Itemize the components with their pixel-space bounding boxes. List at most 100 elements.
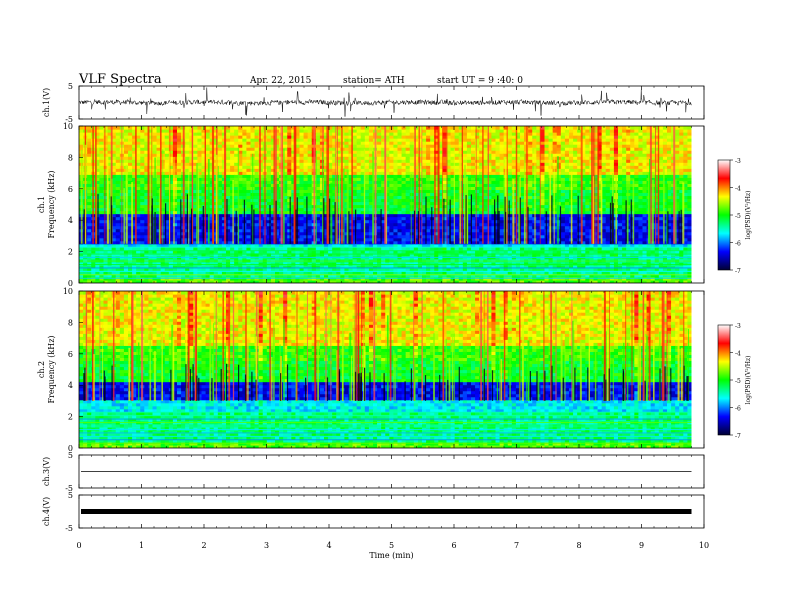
- ch1-spec-cell: [336, 234, 341, 239]
- ch1-spec-cell: [319, 132, 325, 136]
- ch1-spec-cell: [438, 156, 444, 160]
- ch1-spec-cell: [258, 177, 264, 181]
- ch1-spec-cell: [266, 183, 272, 187]
- ch1-spec-cell: [234, 252, 239, 257]
- ch1-spec-cell: [385, 249, 390, 254]
- ch1-spec-cell: [283, 213, 288, 218]
- ch1-spec-cell: [336, 165, 341, 169]
- ch1-spec-cell: [389, 219, 395, 224]
- ch1-spec-cell: [422, 231, 427, 236]
- ch1-spec-cell: [209, 252, 215, 257]
- ch1-spec-cell: [287, 132, 292, 136]
- ch1-spec-cell: [368, 261, 374, 266]
- ch1-spec-cell: [303, 162, 309, 166]
- ch1-spec-cell: [315, 126, 321, 130]
- ch1-spec-cell: [450, 246, 456, 251]
- ch1-spec-cell: [201, 171, 207, 175]
- ch1-spec-cell: [250, 249, 256, 254]
- ch1-spec-cell: [332, 273, 337, 278]
- ch1-spec-cell: [197, 135, 203, 139]
- ch1-spec-cell: [283, 195, 288, 200]
- ch1-spec-cell: [238, 219, 243, 224]
- ch1-spec-cell: [197, 273, 203, 278]
- ch1-spec-cell: [442, 210, 448, 215]
- ch1-spec-cell: [393, 144, 399, 148]
- ch1-spec-cell: [438, 228, 444, 233]
- ch1-spec-cell: [185, 141, 190, 145]
- ch1-spec-cell: [417, 150, 423, 154]
- ch1-spec-cell: [405, 138, 411, 142]
- ch1-spec-cell: [393, 129, 399, 133]
- ch1-spec-cell: [209, 276, 215, 281]
- ch1-spec-cell: [348, 231, 354, 236]
- ch1-spec-cell: [87, 264, 92, 269]
- ch1-spec-cell: [132, 147, 137, 151]
- ch1-spec-cell: [438, 264, 444, 269]
- ch1-spec-cell: [426, 276, 431, 281]
- ch1-spec-cell: [254, 186, 260, 190]
- ch1-spec-cell: [360, 273, 366, 278]
- ch1-spec-cell: [422, 219, 427, 224]
- ch1-spec-cell: [303, 228, 309, 233]
- ch1-spec-cell: [128, 135, 133, 139]
- ch1-spec-cell: [413, 189, 419, 194]
- ch1-spec-cell: [311, 243, 317, 248]
- ch1-spec-cell: [393, 201, 399, 206]
- ch1-spec-cell: [397, 237, 403, 242]
- ch1-spec-cell: [417, 138, 423, 142]
- ch1-spec-cell: [283, 150, 288, 154]
- ch1-spec-cell: [405, 153, 411, 157]
- ch1-spec-cell: [258, 153, 264, 157]
- ch1-spec-cell: [242, 153, 248, 157]
- ch1-spec-cell: [401, 213, 407, 218]
- ch1-spec-cell: [221, 264, 227, 269]
- ch1-spec-cell: [348, 273, 354, 278]
- ch1-spec-cell: [348, 126, 354, 130]
- ch1-spec-cell: [226, 201, 231, 206]
- ch1-spec-cell: [258, 129, 264, 133]
- ch1-spec-cell: [193, 240, 199, 245]
- ch1-spec-cell: [438, 246, 444, 251]
- ch1-spec-cell: [389, 231, 395, 236]
- ch1-spec-cell: [307, 228, 313, 233]
- ch1-spec-cell: [103, 261, 109, 266]
- ch1-spec-cell: [442, 126, 448, 130]
- ch1-spec-cell: [291, 129, 297, 133]
- ch1-spec-cell: [87, 186, 92, 190]
- ch1-spec-cell: [332, 129, 337, 133]
- ch1-spec-cell: [352, 138, 358, 142]
- ch1-spec-cell: [381, 270, 386, 275]
- ch1-spec-cell: [258, 207, 264, 212]
- ch1-spec-cell: [217, 150, 223, 154]
- ch1-spec-cell: [242, 159, 248, 163]
- ch1-spec-cell: [234, 204, 239, 209]
- ch1-spec-cell: [348, 150, 354, 154]
- ch1-spec-cell: [385, 150, 390, 154]
- ch1-spec-cell: [413, 186, 419, 190]
- ch1-spec-cell: [340, 279, 346, 283]
- ch1-spec-cell: [360, 237, 366, 242]
- ch1-spec-cell: [128, 228, 133, 233]
- ch1-spec-cell: [172, 243, 178, 248]
- ch1-spec-cell: [258, 237, 264, 242]
- ch1-spec-cell: [295, 192, 301, 197]
- ch1-spec-cell: [426, 144, 431, 148]
- ch1-spec-cell: [238, 171, 243, 175]
- ch1-spec-cell: [238, 204, 243, 209]
- ch1-spec-cell: [417, 222, 423, 227]
- ch1-spec-cell: [315, 150, 321, 154]
- ch1-spec-cell: [168, 213, 174, 218]
- ch1-spec-cell: [213, 261, 219, 266]
- ch1-spec-cell: [201, 198, 207, 203]
- ch1-spec-cell: [279, 270, 284, 275]
- ch1-spec-cell: [258, 198, 264, 203]
- ch1-spec-cell: [242, 192, 248, 197]
- ch1-spec-cell: [111, 192, 117, 197]
- ch1-spec-cell: [381, 168, 386, 172]
- ch1-spec-cell: [368, 162, 374, 166]
- ch1-spec-cell: [160, 276, 166, 281]
- ch1-spec-cell: [275, 126, 280, 130]
- ch1-spec-cell: [119, 270, 125, 275]
- ch1-spec-cell: [266, 225, 272, 230]
- ch1-spec-cell: [409, 165, 415, 169]
